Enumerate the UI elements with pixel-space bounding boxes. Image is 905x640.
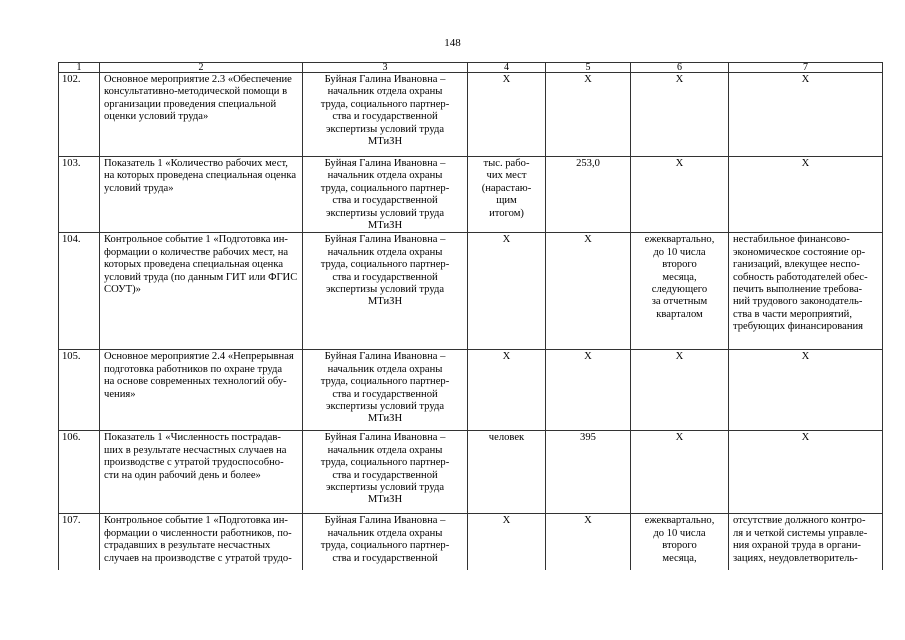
risk-cell: X (728, 430, 883, 515)
risk-cell: X (728, 349, 883, 432)
unit-cell: X (467, 513, 546, 570)
row-number: 102. (58, 72, 100, 157)
responsible-person: Буйная Галина Ивановна – начальник отдел… (302, 513, 468, 570)
value-cell: X (545, 72, 631, 157)
plan-table: 1 2 3 4 5 6 7 102. Основное мероприятие 2… (58, 62, 883, 570)
responsible-person: Буйная Галина Ивановна – начальник отдел… (302, 232, 468, 351)
risk-cell: X (728, 155, 883, 234)
unit-cell: X (467, 349, 546, 432)
table-row: 104. Контрольное событие 1 «Подготовка ин… (58, 232, 883, 351)
table-row: 103. Показатель 1 «Количество рабочих мес… (58, 155, 883, 234)
value-cell: 253,0 (545, 155, 631, 234)
deadline-cell: X (630, 430, 729, 515)
column-header: 5 (545, 62, 631, 73)
row-number: 107. (58, 513, 100, 570)
risk-cell: X (728, 72, 883, 157)
unit-cell: тыс. рабо- чих мест (нарастаю- щим итого… (467, 155, 546, 234)
column-number-row: 1 2 3 4 5 6 7 (58, 62, 883, 73)
activity-name: Основное мероприятие 2.3 «Обеспечение ко… (99, 72, 303, 157)
deadline-cell: X (630, 155, 729, 234)
deadline-cell: X (630, 72, 729, 157)
value-cell: X (545, 232, 631, 351)
column-header: 3 (302, 62, 468, 73)
deadline-cell: X (630, 349, 729, 432)
table-row: 102. Основное мероприятие 2.3 «Обеспечени… (58, 72, 883, 157)
table-row: 105. Основное мероприятие 2.4 «Непрерывна… (58, 349, 883, 432)
risk-cell: отсутствие должного контро- ля и четкой … (728, 513, 883, 570)
risk-cell: нестабильное финансово- экономическое со… (728, 232, 883, 351)
row-number: 105. (58, 349, 100, 432)
value-cell: X (545, 349, 631, 432)
row-number: 106. (58, 430, 100, 515)
value-cell: 395 (545, 430, 631, 515)
deadline-cell: ежеквартально, до 10 числа второго месяц… (630, 232, 729, 351)
activity-name: Показатель 1 «Количество рабочих мест, н… (99, 155, 303, 234)
activity-name: Основное мероприятие 2.4 «Непрерывная по… (99, 349, 303, 432)
responsible-person: Буйная Галина Ивановна – начальник отдел… (302, 349, 468, 432)
table-row: 106. Показатель 1 «Численность пострадав-… (58, 430, 883, 515)
page-number: 148 (444, 37, 461, 49)
activity-name: Контрольное событие 1 «Подготовка ин- фо… (99, 232, 303, 351)
activity-name: Показатель 1 «Численность пострадав- ших… (99, 430, 303, 515)
value-cell: X (545, 513, 631, 570)
row-number: 104. (58, 232, 100, 351)
row-number: 103. (58, 155, 100, 234)
column-header: 1 (58, 62, 100, 73)
activity-name: Контрольное событие 1 «Подготовка ин- фо… (99, 513, 303, 570)
column-header: 7 (728, 62, 883, 73)
unit-cell: X (467, 72, 546, 157)
responsible-person: Буйная Галина Ивановна – начальник отдел… (302, 430, 468, 515)
deadline-cell: ежеквартально, до 10 числа второго месяц… (630, 513, 729, 570)
unit-cell: X (467, 232, 546, 351)
unit-cell: человек (467, 430, 546, 515)
responsible-person: Буйная Галина Ивановна – начальник отдел… (302, 155, 468, 234)
responsible-person: Буйная Галина Ивановна – начальник отдел… (302, 72, 468, 157)
column-header: 4 (467, 62, 546, 73)
column-header: 2 (99, 62, 303, 73)
column-header: 6 (630, 62, 729, 73)
table-row: 107. Контрольное событие 1 «Подготовка ин… (58, 513, 883, 570)
